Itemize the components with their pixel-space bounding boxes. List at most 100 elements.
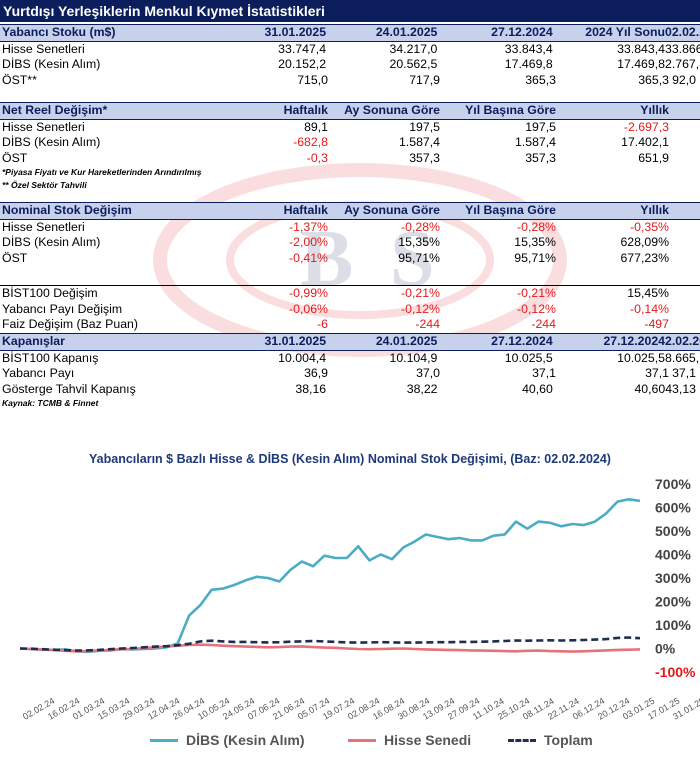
nominal-row-1-cell-4: 628,09% — [620, 235, 669, 249]
legend-item-dibs: DİBS (Kesin Alım) — [150, 732, 305, 748]
closings-row-1: Yabancı Payı 36,9 37,0 37,1 37,1 37,1 — [0, 366, 700, 382]
changes-row-1: Yabancı Payı Değişim -0,06% -0,12% -0,12% -0… — [0, 302, 700, 318]
y-tick-label: -100% — [655, 664, 696, 680]
stock-row-0-cell-3: 33.843,4 — [504, 41, 553, 56]
changes-row-1-cell-1: -0,06% — [289, 301, 328, 316]
nominal-header-row-cell-2: Ay Sonuna Göre — [344, 203, 440, 217]
stock-row-2-cell-2: 717,9 — [409, 72, 440, 87]
real-row-1-cell-0: DİBS (Kesin Alım) — [2, 135, 101, 149]
stock-header-row: Yabancı Stoku (m$) 31.01.2025 24.01.2025 27… — [0, 24, 700, 42]
nominal-row-2-cell-4: 677,23% — [620, 250, 669, 265]
real-row-2-cell-4: 651,9 — [638, 150, 669, 165]
closings-row-0: BİST100 Kapanış 10.004,4 10.104,9 10.025,5 1… — [0, 351, 700, 367]
nominal-row-2-cell-0: ÖST — [2, 250, 28, 265]
stock-header-row-cell-5: 02.02.2024 — [665, 25, 700, 39]
legend-label-toplam: Toplam — [544, 732, 593, 748]
real-row-1-cell-4: 17.402,1 — [621, 135, 669, 149]
nominal-row-0: Hisse Senetleri -1,37% -0,28% -0,28% -0,35% — [0, 220, 700, 236]
y-tick-label: 700% — [655, 476, 691, 492]
real-row-1-cell-2: 1.587,4 — [398, 135, 440, 149]
nominal-row-1-cell-1: -2,00% — [289, 235, 328, 249]
real-row-0-cell-1: 89,1 — [304, 119, 328, 134]
closings-row-2: Gösterge Tahvil Kapanış 38,16 38,22 40,60 40… — [0, 382, 700, 398]
changes-table: BİST100 Değişim -0,99% -0,21% -0,21% 15,45% Y… — [0, 285, 700, 333]
real-row-0-cell-4: -2.697,3 — [623, 119, 669, 134]
real-row-1-cell-1: -682,8 — [293, 135, 328, 149]
real-row-0-cell-2: 197,5 — [409, 119, 440, 134]
page-title: Yurtdışı Yerleşiklerin Menkul Kıymet İst… — [3, 3, 325, 19]
nominal-row-0-cell-1: -1,37% — [289, 219, 328, 234]
nominal-header-row-cell-3: Yıl Başına Göre — [465, 203, 556, 217]
stock-header-row-cell-3: 27.12.2024 — [491, 25, 553, 39]
nominal-row-0-cell-4: -0,35% — [630, 219, 669, 234]
closings-row-1-cell-4: 37,1 — [645, 366, 669, 380]
closings-row-2-cell-1: 38,16 — [295, 381, 327, 396]
y-tick-label: 600% — [655, 500, 691, 516]
nominal-row-2: ÖST -0,41% 95,71% 95,71% 677,23% — [0, 251, 700, 267]
footnote-real: *Piyasa Fiyatı ve Kur Hareketlerinden Ar… — [2, 167, 202, 177]
changes-row-2: Faiz Değişim (Baz Puan) -6 -244 -244 -497 — [0, 317, 700, 333]
nominal-row-1: DİBS (Kesin Alım) -2,00% 15,35% 15,35% 628,0… — [0, 235, 700, 251]
closings-header-row-cell-5: 2.02.2024 — [665, 334, 700, 348]
real-row-2-cell-3: 357,3 — [525, 150, 556, 165]
closings-row-1-cell-5: 37,1 — [672, 366, 696, 380]
real-row-2-cell-2: 357,3 — [409, 150, 440, 165]
closings-row-1-cell-1: 36,9 — [304, 366, 328, 380]
legend-item-hisse: Hisse Senedi — [348, 732, 471, 748]
changes-row-0-cell-2: -0,21% — [401, 286, 440, 300]
stock-header-row-cell-0: Yabancı Stoku (m$) — [2, 25, 116, 39]
nominal-header-row-cell-4: Yıllık — [640, 203, 669, 217]
real-row-2-cell-0: ÖST — [2, 150, 28, 165]
real-row-0-cell-3: 197,5 — [525, 119, 556, 134]
changes-row-1-cell-2: -0,12% — [401, 301, 440, 316]
legend-swatch-toplam — [508, 738, 536, 742]
nominal-row-0-cell-3: -0,28% — [517, 219, 556, 234]
nominal-table: Nominal Stok Değişim Haftalık Ay Sonuna Gö… — [0, 202, 700, 266]
stock-row-2-cell-1: 715,0 — [297, 72, 328, 87]
changes-row-0-cell-0: BİST100 Değişim — [2, 286, 98, 300]
closings-row-2-cell-0: Gösterge Tahvil Kapanış — [2, 381, 136, 396]
closings-row-0-cell-2: 10.104,9 — [389, 350, 438, 365]
changes-row-2-cell-1: -6 — [317, 317, 328, 331]
closings-table: Kapanışlar 31.01.2025 24.01.2025 27.12.2024… — [0, 333, 700, 397]
real-header-row: Net Reel Değişim* Haftalık Ay Sonuna Göre Y… — [0, 102, 700, 120]
nominal-header-row-cell-0: Nominal Stok Değişim — [2, 203, 132, 217]
closings-row-2-cell-4: 40,60 — [634, 381, 666, 396]
closings-header-row-cell-3: 27.12.2024 — [491, 334, 553, 348]
changes-row-2-cell-4: -497 — [644, 317, 669, 331]
real-row-2: ÖST -0,3 357,3 357,3 651,9 — [0, 151, 700, 167]
stock-row-0-cell-4: 33.843,4 — [617, 41, 665, 56]
closings-row-0-cell-3: 10.025,5 — [504, 350, 553, 365]
nominal-row-2-cell-2: 95,71% — [398, 250, 440, 265]
changes-row-0-cell-4: 15,45% — [627, 286, 669, 300]
y-tick-label: 500% — [655, 523, 691, 539]
closings-row-1-cell-0: Yabancı Payı — [2, 366, 75, 380]
series-line-0 — [19, 497, 641, 654]
nominal-row-1-cell-0: DİBS (Kesin Alım) — [2, 235, 101, 249]
changes-row-1-cell-0: Yabancı Payı Değişim — [2, 301, 123, 316]
stock-header-row-cell-4: 2024 Yıl Sonu — [585, 25, 665, 39]
nominal-row-0-cell-2: -0,28% — [401, 219, 440, 234]
y-tick-label: 0% — [655, 641, 676, 657]
stock-row-2-cell-3: 365,3 — [525, 72, 556, 87]
real-row-0-cell-0: Hisse Senetleri — [2, 119, 85, 134]
legend-item-toplam: Toplam — [508, 732, 593, 748]
stock-table: Yabancı Stoku (m$) 31.01.2025 24.01.2025 27… — [0, 24, 700, 88]
closings-header-row-cell-2: 24.01.2025 — [375, 334, 438, 348]
closings-row-0-cell-5: 8.665,7 — [665, 350, 700, 365]
changes-row-1-cell-3: -0,12% — [517, 301, 556, 316]
stock-row-2-cell-0: ÖST** — [2, 72, 37, 87]
real-header-row-cell-2: Ay Sonuna Göre — [344, 103, 440, 117]
nominal-row-2-cell-1: -0,41% — [289, 250, 328, 265]
stock-row-0-cell-2: 34.217,0 — [389, 41, 438, 56]
chart-title: Yabancıların $ Bazlı Hisse & DİBS (Kesin… — [89, 452, 611, 466]
changes-row-0-cell-1: -0,99% — [289, 286, 328, 300]
nominal-header-row: Nominal Stok Değişim Haftalık Ay Sonuna Gö… — [0, 202, 700, 220]
stock-row-2-cell-5: 92,0 — [672, 72, 696, 87]
stock-row-1-cell-3: 17.469,8 — [504, 57, 553, 71]
closings-row-2-cell-3: 40,60 — [522, 381, 553, 396]
stock-row-1-cell-2: 20.562,5 — [389, 57, 438, 71]
nominal-row-2-cell-3: 95,71% — [514, 250, 556, 265]
changes-row-0-cell-3: -0,21% — [517, 286, 556, 300]
real-row-0: Hisse Senetleri 89,1 197,5 197,5 -2.697,3 — [0, 120, 700, 136]
